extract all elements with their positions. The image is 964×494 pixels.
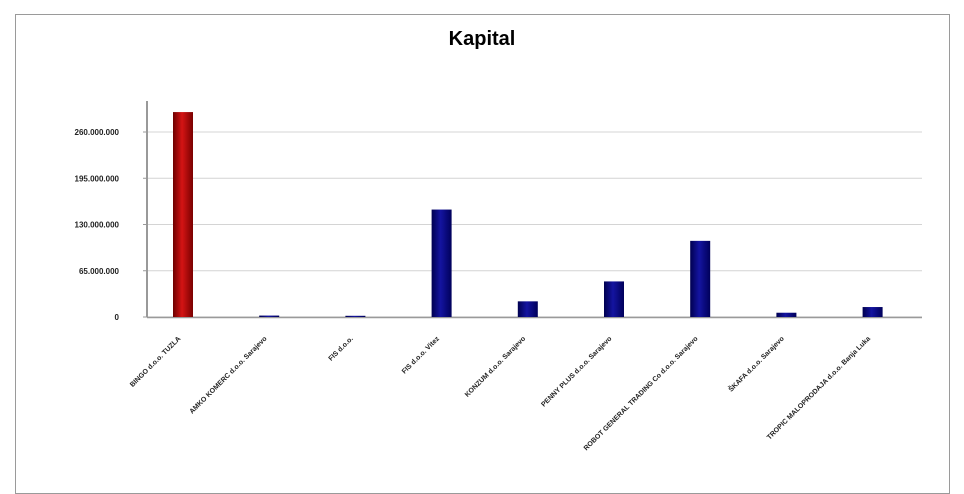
chart-title: Kapital [448,28,516,50]
bar-chart: 0 65.000.000 130.000.000 195.000.000 260.000… [75,101,922,452]
x-tick-label: KONZUM d.o.o. Sarajevo [464,335,527,398]
y-tick-label: 65.000.000 [79,267,120,276]
bar [776,312,797,317]
x-tick-label: BINGO d.o.o. TUZLA [129,335,182,388]
bar [345,315,366,317]
bar [431,209,452,317]
y-tick-label: 260.000.000 [75,128,120,137]
x-tick-label: FIS d.o.o. Vitez [401,335,441,375]
bar [259,315,280,317]
y-tick-label: 195.000.000 [75,174,120,183]
chart-frame [15,14,950,494]
x-tick-label: TROPIC MALOPRODAJA d.o.o. Banja Luka [766,335,872,441]
y-tick-label: 130.000.000 [75,221,120,230]
y-tick-label: 0 [115,313,120,322]
bar [517,301,538,317]
bar [173,112,193,317]
x-tick-label: AMKO KOMERC d.o.o. Sarajevo [189,335,269,415]
x-tick-label: FIS d.o.o. [328,335,355,362]
x-tick-label: PENNY PLUS d.o.o. Sarajevo [540,335,613,408]
bar [690,240,711,317]
bar [862,307,883,317]
bar [604,281,624,317]
x-tick-label: ŠKAFA d.o.o. Sarajevo [726,334,786,394]
